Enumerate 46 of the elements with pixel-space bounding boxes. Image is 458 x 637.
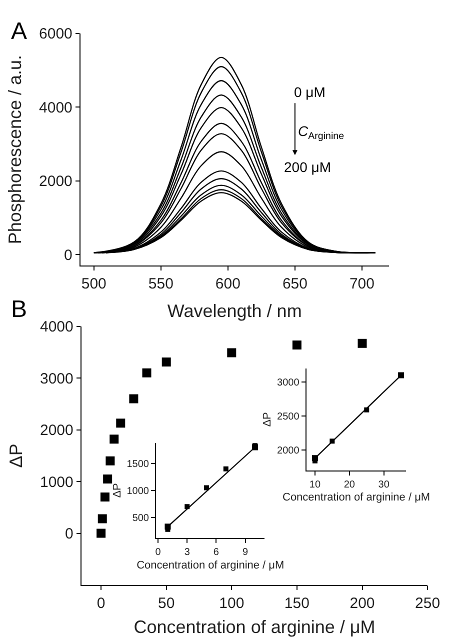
- y-axis-title: ΔP: [6, 444, 26, 468]
- x-tick-label: 0: [96, 595, 106, 612]
- x-axis-title: Concentration of arginine / μM: [136, 559, 284, 572]
- y-tick-label: 0: [64, 246, 72, 264]
- x-tick-label: 20: [344, 479, 356, 490]
- annotation: C$_{Arginine}$: [298, 123, 345, 142]
- y-tick-label: 4000: [39, 99, 72, 116]
- y-tick-label: 2500: [277, 412, 300, 423]
- y-tick-label: 2000: [277, 445, 300, 456]
- y-tick-label: 1500: [126, 458, 150, 470]
- x-tick-label: 650: [282, 276, 308, 293]
- y-tick-label: 4000: [40, 318, 74, 336]
- annotation: 200 μM: [284, 159, 331, 175]
- text: B: [11, 296, 28, 323]
- x-tick-label: 0: [155, 547, 162, 558]
- x-tick-label: 6: [213, 547, 220, 558]
- x-tick-label: 100: [219, 595, 244, 612]
- y-tick-label: 500: [132, 512, 150, 524]
- y-tick-label: 6000: [39, 26, 72, 43]
- text: A: [11, 18, 28, 45]
- y-axis-title: Phosphorescence / a.u.: [5, 54, 26, 244]
- x-axis-title: Concentration of arginine / μM: [134, 617, 376, 637]
- x-tick-label: 9: [242, 547, 249, 558]
- x-tick-label: 200: [350, 595, 375, 612]
- x-tick-label: 30: [378, 479, 390, 490]
- x-axis-title: Concentration of arginine / μM: [282, 492, 430, 504]
- y-tick-label: 0: [65, 526, 74, 543]
- y-tick-label: 3000: [40, 370, 74, 388]
- y-tick-label: 2000: [40, 422, 74, 440]
- annotation: 0 μM: [294, 84, 326, 100]
- y-tick-label: 2000: [39, 173, 72, 190]
- y-tick-label: 1000: [40, 474, 74, 491]
- y-tick-label: 1000: [126, 486, 150, 497]
- x-tick-label: 700: [349, 276, 374, 293]
- y-axis-title: ΔP: [262, 412, 274, 427]
- x-axis-title: Wavelength / nm: [167, 300, 302, 321]
- x-tick-label: 50: [158, 595, 175, 612]
- x-tick-label: 600: [215, 276, 240, 293]
- y-axis-title: ΔP: [111, 483, 124, 498]
- y-tick-label: 3000: [277, 378, 300, 389]
- x-tick-label: 250: [415, 595, 440, 612]
- x-tick-label: 550: [148, 276, 174, 293]
- x-tick-label: 150: [284, 595, 310, 612]
- x-tick-label: 10: [309, 479, 321, 490]
- x-tick-label: 500: [81, 276, 106, 293]
- x-tick-label: 3: [184, 547, 190, 558]
